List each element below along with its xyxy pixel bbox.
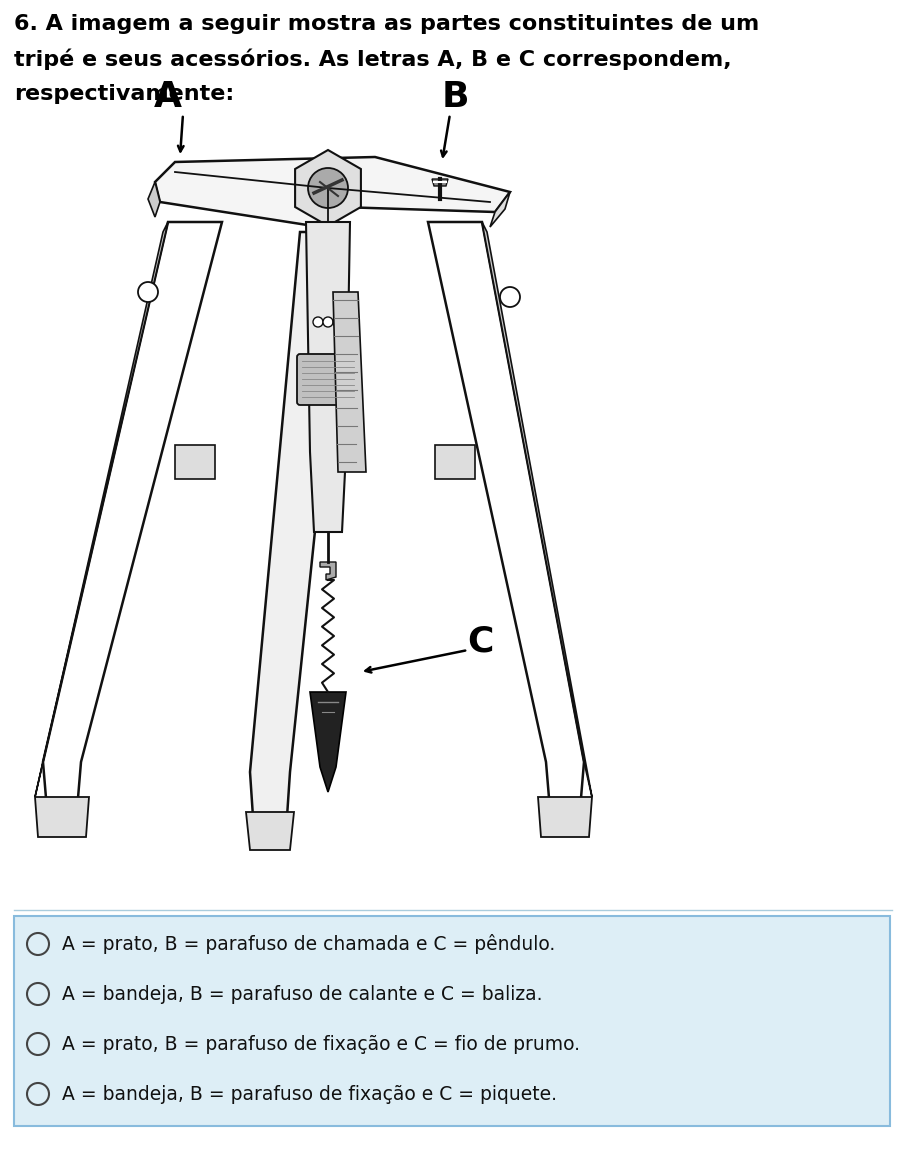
Polygon shape	[148, 182, 160, 217]
Circle shape	[308, 168, 348, 208]
Text: A = prato, B = parafuso de fixação e C = fio de prumo.: A = prato, B = parafuso de fixação e C =…	[62, 1034, 580, 1054]
Polygon shape	[482, 222, 592, 797]
Text: tripé e seus acessórios. As letras A, B e C correspondem,: tripé e seus acessórios. As letras A, B …	[14, 49, 732, 71]
Polygon shape	[246, 812, 294, 849]
Polygon shape	[428, 222, 584, 822]
FancyBboxPatch shape	[297, 354, 359, 406]
Polygon shape	[35, 797, 89, 837]
Polygon shape	[490, 192, 510, 227]
Text: A = prato, B = parafuso de chamada e C = pêndulo.: A = prato, B = parafuso de chamada e C =…	[62, 934, 555, 954]
Polygon shape	[155, 157, 510, 227]
Polygon shape	[432, 179, 448, 186]
Polygon shape	[35, 222, 168, 797]
FancyBboxPatch shape	[14, 916, 890, 1126]
Polygon shape	[310, 693, 346, 792]
Circle shape	[500, 287, 520, 307]
Polygon shape	[538, 797, 592, 837]
Polygon shape	[320, 562, 336, 580]
FancyBboxPatch shape	[175, 445, 215, 479]
Text: respectivamente:: respectivamente:	[14, 84, 235, 105]
Polygon shape	[295, 150, 361, 225]
Circle shape	[313, 317, 323, 327]
Polygon shape	[333, 292, 366, 472]
Text: 6. A imagem a seguir mostra as partes constituintes de um: 6. A imagem a seguir mostra as partes co…	[14, 14, 759, 34]
Text: A = bandeja, B = parafuso de fixação e C = piquete.: A = bandeja, B = parafuso de fixação e C…	[62, 1084, 557, 1104]
Polygon shape	[306, 222, 350, 532]
Polygon shape	[250, 232, 346, 832]
Circle shape	[138, 282, 158, 302]
Polygon shape	[43, 222, 222, 822]
Text: C: C	[467, 625, 493, 659]
Circle shape	[333, 317, 343, 327]
Circle shape	[323, 317, 333, 327]
Text: A = bandeja, B = parafuso de calante e C = baliza.: A = bandeja, B = parafuso de calante e C…	[62, 984, 543, 1004]
Text: A: A	[154, 80, 182, 114]
FancyBboxPatch shape	[435, 445, 475, 479]
Text: B: B	[441, 80, 468, 114]
